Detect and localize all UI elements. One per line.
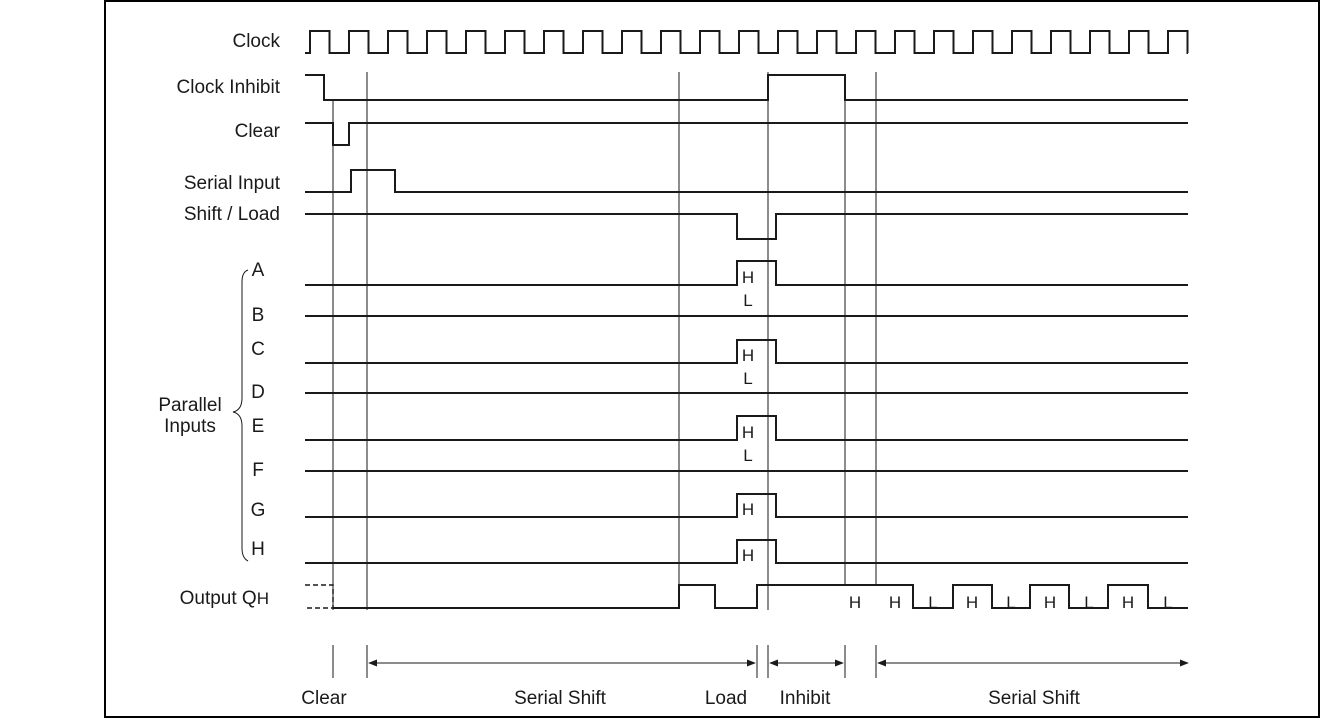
output-bit-8: L <box>1163 593 1172 612</box>
output-bit-5: H <box>1044 593 1056 612</box>
clock-inhibit-label: Clock Inhibit <box>177 77 281 98</box>
input-e-waveform <box>305 415 1188 441</box>
input-a-value: H <box>742 268 754 287</box>
output-bit-4: L <box>1006 593 1015 612</box>
input-g-value: H <box>742 500 754 519</box>
phase-serial-shift-1: Serial Shift <box>514 688 607 709</box>
input-h-waveform <box>305 539 1188 564</box>
input-c-value: H <box>742 346 754 365</box>
input-c-waveform <box>305 339 1188 364</box>
clock-label: Clock <box>232 31 280 52</box>
input-e-label: E <box>252 416 265 437</box>
parallel-label-2: Inputs <box>164 416 216 437</box>
input-f-label: F <box>252 460 264 481</box>
phase-load: Load <box>705 688 747 709</box>
output-bit-6: L <box>1084 593 1093 612</box>
output-waveform <box>305 584 1188 609</box>
input-a-label: A <box>252 260 265 281</box>
clear-waveform <box>305 122 1188 146</box>
shift-load-label: Shift / Load <box>184 204 280 225</box>
input-g-label: G <box>251 500 266 521</box>
clear-label: Clear <box>235 121 281 142</box>
input-c-label: C <box>251 339 265 360</box>
phase-clear: Clear <box>301 688 347 709</box>
shift-load-waveform <box>305 213 1188 240</box>
input-d-value: L <box>743 369 752 388</box>
serial-input-label: Serial Input <box>184 173 281 194</box>
input-b-label: B <box>252 305 265 326</box>
parallel-label-1: Parallel <box>158 395 221 416</box>
output-bit-0: H <box>849 593 861 612</box>
output-bit-1: H <box>889 593 901 612</box>
diagram-frame <box>104 0 1320 718</box>
phase-serial-shift-2: Serial Shift <box>988 688 1081 709</box>
input-h-label: H <box>251 539 265 560</box>
clock-waveform <box>305 30 1189 54</box>
input-e-value: H <box>742 423 754 442</box>
input-f-value: L <box>743 446 752 465</box>
input-g-waveform <box>305 493 1188 518</box>
output-bit-3: H <box>966 593 978 612</box>
output-bit-2: L <box>928 593 937 612</box>
input-b-value: L <box>743 291 752 310</box>
parallel-brace <box>232 269 249 562</box>
output-q-label: Output QH <box>180 588 269 609</box>
serial-input-waveform <box>305 169 1188 193</box>
guide-lines <box>332 72 877 678</box>
input-a-waveform <box>305 260 1188 286</box>
phase-inhibit: Inhibit <box>780 688 831 709</box>
input-d-label: D <box>251 382 265 403</box>
input-h-value: H <box>742 546 754 565</box>
parallel-waveforms <box>305 260 1188 564</box>
clock-inhibit-waveform <box>305 74 1188 101</box>
output-bit-7: H <box>1122 593 1134 612</box>
